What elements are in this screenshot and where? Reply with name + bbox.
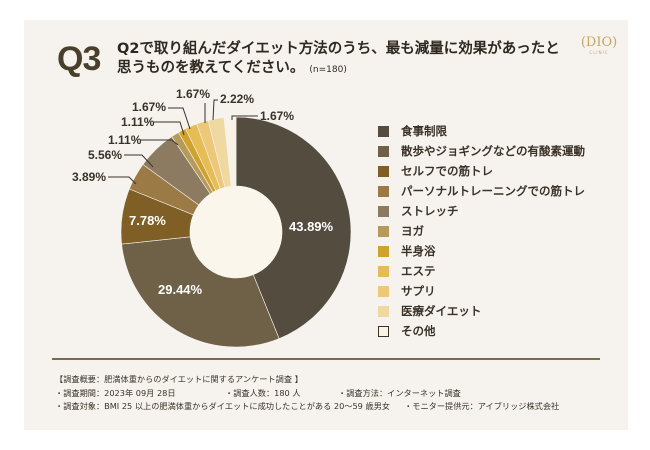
survey-count: ・調査人数：180 人 xyxy=(225,387,301,398)
leader-line xyxy=(141,139,179,146)
data-label: 3.89% xyxy=(72,170,107,184)
leader-line xyxy=(231,115,258,120)
data-label: 29.44% xyxy=(158,282,203,297)
data-label: 1.67% xyxy=(260,109,295,123)
legend-item: ストレッチ xyxy=(378,201,585,221)
divider xyxy=(52,358,600,360)
data-label: 1.11% xyxy=(108,133,142,147)
leader-line xyxy=(154,121,185,136)
survey-method: ・調査方法：インターネット調査 xyxy=(338,387,461,398)
legend-label: エステ xyxy=(401,264,436,278)
title-line-1: Q2で取り組んだダイエット方法のうち、最も減量に効果があったと xyxy=(117,41,560,57)
legend-swatch xyxy=(378,205,389,217)
legend-swatch xyxy=(378,225,389,237)
legend-item: 半身浴 xyxy=(378,241,585,261)
logo-name: DIO xyxy=(585,35,613,50)
data-label: 2.22% xyxy=(220,92,255,106)
question-number: Q3 xyxy=(57,40,101,78)
legend-swatch xyxy=(378,305,389,317)
leader-line xyxy=(168,107,191,130)
survey-notes: 【調査概要：肥満体重からのダイエットに関するアンケート調査 】 ・調査期間：20… xyxy=(55,373,573,414)
legend-label: 散歩やジョギングなどの有酸素運動 xyxy=(401,144,585,158)
legend-label: 医療ダイエット xyxy=(401,304,482,318)
chart-legend: 食事制限散歩やジョギングなどの有酸素運動 セルフでの筋トレパーソナルトレーニングで… xyxy=(378,121,585,341)
data-label: 1.67% xyxy=(176,87,211,101)
legend-item: サプリ xyxy=(378,281,585,301)
legend-swatch xyxy=(378,145,389,157)
legend-item: エステ xyxy=(378,261,585,281)
legend-label: パーソナルトレーニングでの筋トレ xyxy=(401,184,585,198)
legend-item: 散歩やジョギングなどの有酸素運動 xyxy=(378,141,585,161)
legend-item: その他 xyxy=(378,321,585,341)
title-line-2: 思うものを教えてください。 xyxy=(117,60,305,76)
data-label: 1.11% xyxy=(121,115,155,129)
data-label: 5.56% xyxy=(88,148,123,162)
legend-label: セルフでの筋トレ xyxy=(401,164,493,178)
donut-hole xyxy=(190,186,282,278)
leader-line xyxy=(212,99,218,121)
survey-target: ・調査対象：BMI 25 以上の肥満体重からダイエットに成功したことがある 20… xyxy=(55,401,391,411)
leader-line xyxy=(124,154,154,168)
legend-item: パーソナルトレーニングでの筋トレ xyxy=(378,181,585,201)
logo-text: (DIO) xyxy=(580,35,618,50)
legend-swatch xyxy=(378,125,389,137)
legend-label: ヨガ xyxy=(401,224,424,238)
legend-item: 食事制限 xyxy=(378,121,585,141)
legend-swatch xyxy=(378,285,389,297)
legend-item: セルフでの筋トレ xyxy=(378,161,585,181)
sample-size: (n=180) xyxy=(309,65,347,75)
clinic-logo: (DIO) CLINIC xyxy=(576,36,622,58)
survey-period: ・調査期間：2023年 09月 28日 xyxy=(55,387,176,398)
legend-swatch xyxy=(378,165,389,177)
legend-item: 医療ダイエット xyxy=(378,301,585,321)
legend-label: 半身浴 xyxy=(401,244,436,258)
legend-label: サプリ xyxy=(401,284,436,298)
legend-swatch xyxy=(378,325,389,337)
legend-label: 食事制限 xyxy=(401,124,447,138)
survey-summary: 【調査概要：肥満体重からのダイエットに関するアンケート調査 】 xyxy=(55,374,303,384)
leader-line xyxy=(108,176,137,185)
logo-sub: CLINIC xyxy=(589,50,609,55)
legend-label: その他 xyxy=(401,324,436,338)
data-label: 7.78% xyxy=(129,213,166,228)
survey-provider: ・モニター提供元：アイブリッジ株式会社 xyxy=(404,401,560,411)
data-label: 1.67% xyxy=(132,100,167,114)
legend-swatch xyxy=(378,265,389,277)
legend-label: ストレッチ xyxy=(401,204,459,218)
question-title: Q2で取り組んだダイエット方法のうち、最も減量に効果があったと 思うものを教えて… xyxy=(117,40,567,80)
legend-swatch xyxy=(378,185,389,197)
data-label: 43.89% xyxy=(289,219,334,234)
legend-item: ヨガ xyxy=(378,221,585,241)
legend-swatch xyxy=(378,245,389,257)
